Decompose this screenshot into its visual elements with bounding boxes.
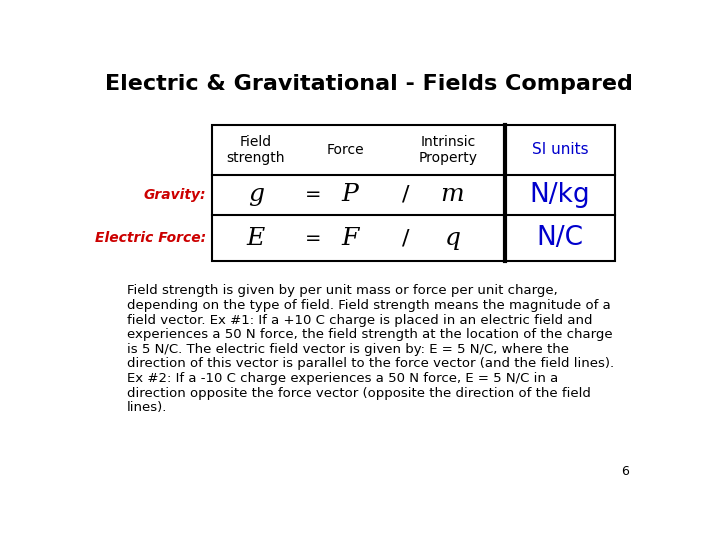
Text: Field
strength: Field strength <box>227 135 285 165</box>
Text: depending on the type of field. Field strength means the magnitude of a: depending on the type of field. Field st… <box>127 299 611 312</box>
Text: direction opposite the force vector (opposite the direction of the field: direction opposite the force vector (opp… <box>127 387 591 400</box>
Text: P: P <box>341 184 358 206</box>
Text: Force: Force <box>327 143 364 157</box>
Text: SI units: SI units <box>532 143 588 157</box>
Text: =: = <box>305 185 321 205</box>
Text: Electric Force:: Electric Force: <box>95 231 206 245</box>
Text: experiences a 50 N force, the field strength at the location of the charge: experiences a 50 N force, the field stre… <box>127 328 613 341</box>
Text: lines).: lines). <box>127 401 168 414</box>
Text: m: m <box>441 184 464 206</box>
Bar <box>212 125 616 261</box>
Text: Ex #2: If a -10 C charge experiences a 50 N force, E = 5 N/C in a: Ex #2: If a -10 C charge experiences a 5… <box>127 372 559 385</box>
Text: Intrinsic
Property: Intrinsic Property <box>419 135 478 165</box>
Text: is 5 N/C. The electric field vector is given by: E = 5 N/C, where the: is 5 N/C. The electric field vector is g… <box>127 343 570 356</box>
Text: Gravity:: Gravity: <box>144 188 206 202</box>
Text: q: q <box>444 227 460 249</box>
Text: F: F <box>341 227 359 249</box>
Text: Field strength is given by per unit mass or force per unit charge,: Field strength is given by per unit mass… <box>127 284 558 297</box>
Text: N/C: N/C <box>536 225 583 251</box>
Text: =: = <box>305 228 321 247</box>
Text: E: E <box>247 227 265 249</box>
Text: field vector. Ex #1: If a +10 C charge is placed in an electric field and: field vector. Ex #1: If a +10 C charge i… <box>127 314 593 327</box>
Text: g: g <box>248 184 264 206</box>
Text: /: / <box>402 228 410 248</box>
Text: N/kg: N/kg <box>530 182 590 208</box>
Text: /: / <box>402 185 410 205</box>
Text: 6: 6 <box>621 465 629 478</box>
Text: direction of this vector is parallel to the force vector (and the field lines).: direction of this vector is parallel to … <box>127 357 614 370</box>
Text: Electric & Gravitational - Fields Compared: Electric & Gravitational - Fields Compar… <box>105 74 633 94</box>
